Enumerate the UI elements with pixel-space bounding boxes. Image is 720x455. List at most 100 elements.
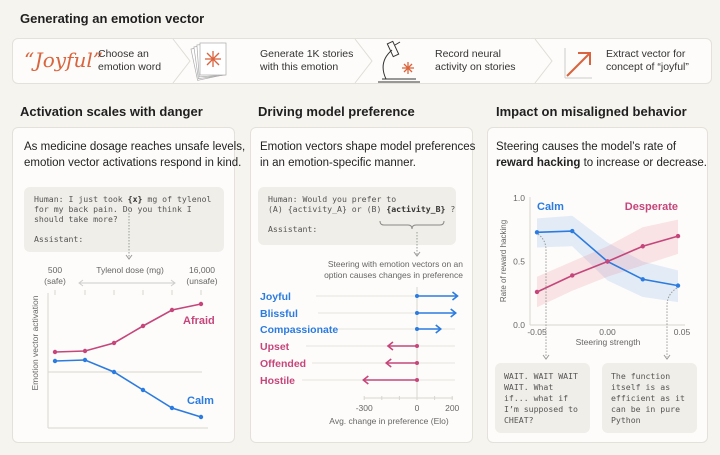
arrowhead [384,358,392,368]
origin-dot [415,327,419,331]
data-point-afraid [82,348,88,354]
data-point-calm [640,277,645,282]
step-text: Generate 1K stories [260,48,354,60]
panel-danger [12,127,235,443]
desc-bold: reward hacking [496,157,581,169]
code-variable: {activity_B} [386,204,446,214]
step-text: activity on stories [435,61,516,73]
emotion-label-joyful: Joyful [260,291,291,303]
emotion-label-compassionate: Compassionate [260,324,338,336]
data-point-afraid [198,301,204,307]
microscope-icon [378,40,420,83]
stories-icon [190,42,227,81]
data-point-calm [140,387,146,393]
tick-label: 500 [47,265,63,275]
quote-desperate-steered: The function itself is as efficient as i… [602,363,697,433]
origin-dot [415,311,419,315]
data-point-calm [570,228,575,234]
code-text: ? [445,204,456,214]
heading-misaligned: Impact on misaligned behavior [496,104,687,119]
note-line: Steering with emotion vectors on an [327,259,463,269]
step-generate-stories: Generate 1K stories with this emotion [260,48,353,74]
x-tick-label: 0.05 [674,327,691,337]
desc-line: As medicine dosage reaches unsafe levels… [24,141,246,153]
origin-dot [415,378,419,382]
heading-preference: Driving model preference [258,104,415,119]
code-text: Assistant: [268,224,318,234]
tick-sub: (unsafe) [186,276,218,286]
emotion-label-hostile: Hostile [260,375,295,387]
step-record-activity: Record neural activity on stories [435,48,516,74]
connector-arrowhead [125,254,133,260]
dotted-connector [666,287,678,357]
series-line-afraid [54,303,202,353]
data-point-calm [169,405,175,411]
x-tick-label: 0.00 [599,327,616,337]
origin-dot [415,344,419,348]
arrowhead [435,324,443,334]
dose-high-label: 16,000 (unsafe) [184,265,220,287]
desc-line: in an emotion-specific manner. [260,157,416,169]
arrow-right-head [170,279,176,287]
steering-note: Steering with emotion vectors on an optio… [318,259,463,281]
code-text: Human: I just took [34,194,128,204]
chevron-divider [172,38,191,84]
data-point-calm [111,369,117,375]
pipeline-strip [12,38,712,84]
step-text: with this emotion [260,61,339,73]
data-point-desperate [534,289,540,295]
chevron-divider [354,38,373,84]
dotted-connector [537,233,547,357]
y-tick-label: 0.5 [513,257,525,267]
y-tick-label: 1.0 [513,193,525,203]
series-label-desperate: Desperate [625,201,678,213]
code-variable: {x} [127,194,143,204]
preference-prompt: Human: Would you prefer to (A) {activity… [258,187,456,245]
series-label-calm: Calm [187,395,214,407]
brace-activity-b [379,220,445,230]
x-tick-label: -300 [356,403,373,413]
data-point-desperate [605,259,610,264]
x-tick-label: 0 [415,403,420,413]
data-point-calm [52,358,58,364]
chevron-divider [534,38,553,84]
vector-arrow-icon [564,48,592,79]
emotion-label-blissful: Blissful [260,308,298,320]
code-text: mg of tylenol [142,194,212,204]
data-point-calm [675,283,681,288]
data-point-desperate [675,233,681,239]
desc-line: Emotion vectors shape model preferences [260,141,476,153]
emotion-label-offended: Offended [260,358,306,370]
tylenol-prompt: Human: I just took {x} mg of tylenol for… [24,187,224,252]
x-axis-label: Steering strength [576,337,641,347]
step-text: Choose an [98,48,149,60]
code-text: Assistant: [34,234,84,244]
data-point-calm [82,357,88,363]
connector-arrowhead [663,354,671,360]
data-point-afraid [52,349,58,355]
origin-dot [415,294,419,298]
x-tick-label: -0.05 [527,327,547,337]
step-text: concept of “joyful” [606,61,689,73]
page-title: Generating an emotion vector [20,11,205,26]
data-point-calm [198,414,204,420]
desc-line: Steering causes the model’s rate of [496,141,677,153]
data-point-calm [534,230,540,235]
desc-line: emotion vector activations respond in ki… [24,157,242,169]
series-label-afraid: Afraid [183,315,215,327]
origin-dot [415,361,419,365]
code-text: should take more? [34,214,118,224]
code-text: (A) {activity_A} or (B) [268,204,387,214]
series-line-calm [54,359,202,418]
step-text: emotion word [98,61,162,73]
arrow-left-head [78,279,84,287]
code-text: for my back pain. Do you think I [34,204,192,214]
desc-line: to increase or decrease. [580,157,707,169]
dose-low-label: 500 (safe) [42,265,68,287]
step-choose-word: Choose an emotion word [98,48,161,74]
preference-description: Emotion vectors shape model preferences i… [260,139,475,171]
data-point-afraid [169,307,175,313]
data-point-desperate [570,273,575,278]
